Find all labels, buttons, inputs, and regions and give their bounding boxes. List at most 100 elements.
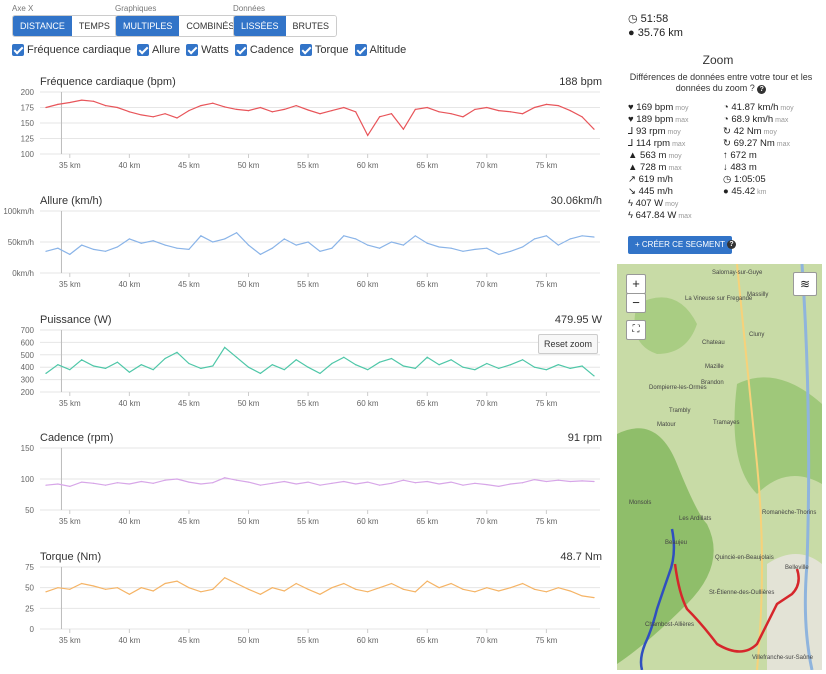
data-point — [521, 246, 524, 248]
map-label: Monsols — [629, 500, 651, 506]
data-point — [557, 244, 559, 246]
data-point — [212, 102, 214, 104]
charts-multiple-button[interactable]: MULTIPLES — [116, 16, 180, 36]
x-tick-label: 60 km — [357, 636, 379, 645]
data-point — [450, 359, 452, 361]
stat-value: 42 Nm — [733, 126, 762, 137]
checkbox-heart-rate[interactable]: Fréquence cardiaque — [12, 44, 131, 56]
data-point — [486, 362, 488, 365]
stat-row: ▲ 563 m moy ↑ 672 m — [628, 151, 818, 161]
map-label: La Vineuse sur Fregande — [685, 296, 753, 302]
checkbox-icon[interactable] — [12, 44, 24, 56]
up-arrow-icon: ↑ — [723, 150, 731, 161]
stat-suffix: max — [672, 141, 686, 148]
data-point — [438, 246, 440, 248]
zoom-question-text: Différences de données entre votre tour … — [629, 72, 813, 93]
data-point — [283, 590, 285, 592]
data-point — [307, 241, 309, 243]
checkbox-pace[interactable]: Allure — [136, 44, 180, 56]
stat-suffix: max — [675, 117, 689, 124]
help-icon[interactable]: ? — [757, 85, 767, 94]
checkbox-icon[interactable] — [354, 44, 367, 56]
checkbox-icon[interactable] — [299, 44, 312, 56]
chart-power[interactable]: Puissance (W) 479.95 W 700 600 500 400 300 20… — [0, 314, 612, 418]
checkbox-altitude[interactable]: Altitude — [354, 44, 406, 56]
stat-suffix: max — [668, 165, 682, 172]
data-point — [307, 109, 309, 111]
data-point — [510, 250, 512, 252]
layers-icon[interactable]: ≋ — [793, 272, 817, 296]
chart-torque[interactable]: Torque (Nm) 48.7 Nm 75 50 25 0 35 km 40 km 45 … — [0, 551, 612, 655]
data-point — [140, 242, 142, 244]
axis-time-button[interactable]: TEMPS — [71, 16, 117, 36]
data-point — [224, 577, 226, 579]
route-map[interactable]: Salornay-sur-Guye La Vineuse sur Fregand… — [617, 264, 822, 670]
map-label: Chambost-Allières — [645, 622, 694, 628]
data-point — [188, 481, 190, 483]
map-canvas[interactable]: Salornay-sur-Guye La Vineuse sur Fregand… — [617, 264, 822, 670]
data-point — [212, 241, 214, 243]
stat-cell: ↻ 69.27 Nm max — [723, 139, 818, 149]
data-point — [235, 582, 238, 585]
stat-cell: ⅃ 93 rpm moy — [628, 127, 723, 137]
data-point — [426, 242, 428, 244]
chart-heart-rate[interactable]: Fréquence cardiaque (bpm) 188 bpm 200 175… — [0, 76, 612, 180]
map-label: St-Étienne-des-Oullières — [709, 589, 774, 596]
chart-svg[interactable]: 100km/h 50km/h 0km/h 35 km 40 km 45 km 50 km 55… — [0, 205, 612, 299]
data-point — [331, 587, 333, 589]
data-point — [164, 113, 166, 115]
zoom-title: Zoom — [702, 53, 734, 67]
chart-value: 48.7 Nm — [560, 551, 602, 563]
data-point — [176, 478, 178, 480]
reset-zoom-button[interactable]: Reset zoom — [538, 334, 599, 354]
chart-cadence[interactable]: Cadence (rpm) 91 rpm 150 100 50 35 km 40 km 4… — [0, 432, 612, 536]
route-line-blue — [639, 528, 676, 670]
checkbox-torque[interactable]: Torque — [299, 44, 349, 56]
checkbox-cadence[interactable]: Cadence — [234, 44, 294, 56]
chart-svg[interactable]: 75 50 25 0 35 km 40 km 45 km 50 km 55 km 60 km 65 … — [0, 561, 612, 655]
data-point — [104, 484, 107, 486]
data-point — [128, 371, 130, 373]
data-raw-button[interactable]: BRUTES — [285, 16, 337, 36]
data-point — [462, 116, 464, 118]
map-zoom-out-button[interactable]: − — [626, 293, 646, 313]
data-point — [414, 367, 416, 370]
data-point — [247, 366, 250, 368]
stat-value: 1:05:05 — [733, 174, 766, 185]
charts-combined-button[interactable]: COMBINÉS — [179, 16, 242, 36]
stat-value: 672 m — [730, 150, 757, 161]
map-zoom-in-button[interactable]: + — [626, 274, 646, 294]
create-segment-button[interactable]: + CRÉER CE SEGMENT — [628, 236, 733, 254]
checkbox-icon[interactable] — [234, 44, 247, 56]
data-smoothed-button[interactable]: LISSÉES — [234, 16, 286, 36]
axis-distance-button[interactable]: DISTANCE — [13, 16, 72, 36]
y-tick-label: 500 — [21, 351, 35, 360]
speed-icon: ◔ — [723, 114, 732, 125]
stat-value: 445 m/h — [638, 186, 673, 197]
stat-suffix: moy — [675, 105, 689, 112]
data-point — [367, 134, 369, 136]
stat-value: 93 rpm — [635, 126, 666, 137]
chart-pace[interactable]: Allure (km/h) 30.06km/h 100km/h 50km/h 0km… — [0, 195, 612, 299]
checkbox-icon[interactable] — [136, 44, 149, 56]
chart-svg[interactable]: 200 175 150 125 100 35 km 40 km 45 km 50 km 55 km… — [0, 86, 612, 180]
data-point — [426, 356, 428, 358]
data-point — [200, 483, 202, 485]
chart-svg[interactable]: 150 100 50 35 km 40 km 45 km 50 km 55 km 60 km 65… — [0, 442, 612, 536]
fullscreen-icon[interactable]: ⛶ — [626, 320, 646, 340]
data-point — [128, 483, 130, 485]
x-tick-label: 55 km — [297, 517, 319, 526]
x-tick-label: 45 km — [178, 280, 200, 289]
data-point — [402, 128, 405, 130]
map-label: Tramayes — [713, 420, 739, 426]
checkbox-icon[interactable] — [186, 44, 199, 56]
heart-icon: ♥ — [628, 114, 637, 125]
data-point — [307, 588, 309, 590]
checkbox-watts[interactable]: Watts — [186, 44, 229, 56]
data-point — [355, 483, 357, 485]
x-tick-label: 45 km — [178, 399, 200, 408]
chart-svg[interactable]: 700 600 500 400 300 200 35 km 40 km 45 km 50 km 55… — [0, 324, 612, 418]
data-point — [116, 482, 119, 484]
data-point — [367, 481, 369, 483]
help-icon[interactable]: ? — [727, 240, 736, 249]
